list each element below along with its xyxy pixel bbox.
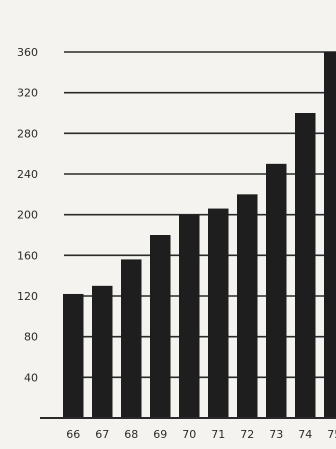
y-tick-label: 160	[17, 249, 38, 262]
y-tick-label: 80	[24, 331, 38, 344]
y-tick-label: 360	[17, 46, 38, 59]
y-tick-label: 40	[24, 371, 38, 384]
x-tick-label: 73	[269, 428, 283, 441]
x-tick-label: 72	[240, 428, 254, 441]
bar-70	[179, 215, 200, 418]
x-tick-label: 68	[124, 428, 138, 441]
y-tick-label: 240	[17, 168, 38, 181]
x-tick-label: 71	[211, 428, 225, 441]
bar-69	[150, 235, 171, 418]
x-tick-label: 70	[182, 428, 196, 441]
x-tick-label: 75	[327, 428, 336, 441]
bar-67	[92, 286, 113, 418]
bar-71	[208, 209, 229, 418]
bar-74	[295, 113, 316, 418]
x-tick-label: 67	[95, 428, 109, 441]
y-tick-label: 200	[17, 209, 38, 222]
y-tick-label: 120	[17, 290, 38, 303]
bar-73	[266, 164, 287, 418]
bar-66	[63, 294, 84, 418]
y-tick-label: 320	[17, 87, 38, 100]
x-tick-label: 66	[66, 428, 80, 441]
bar-72	[237, 194, 258, 418]
y-tick-label: 280	[17, 127, 38, 140]
bar-75	[324, 52, 336, 418]
bar-68	[121, 259, 142, 418]
x-tick-label: 74	[298, 428, 312, 441]
x-tick-label: 69	[153, 428, 167, 441]
